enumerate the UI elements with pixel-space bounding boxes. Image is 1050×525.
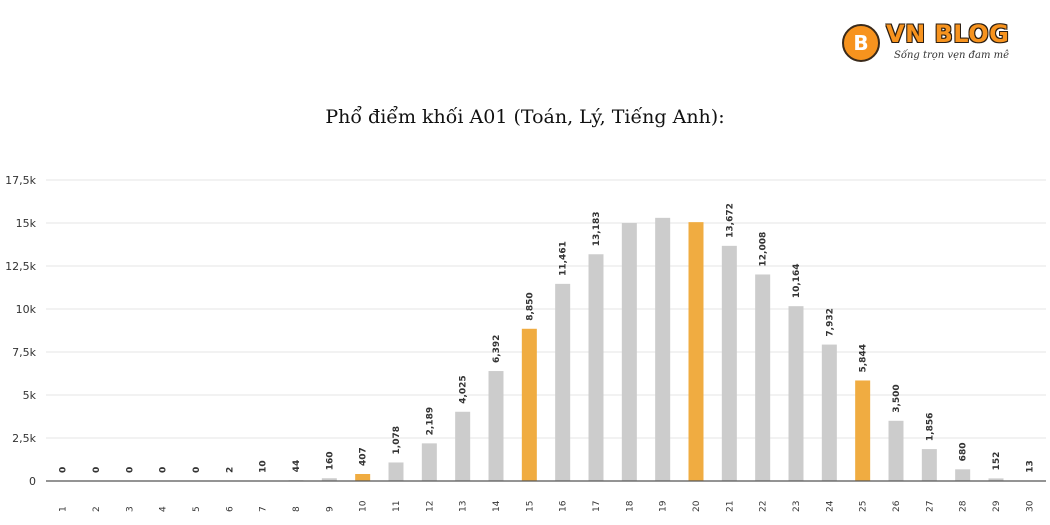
bar [421,443,437,481]
x-tick-label: 17 [592,501,602,512]
data-label: 7,932 [825,308,835,336]
chart-title: Phổ điểm khối A01 (Toán, Lý, Tiếng Anh): [325,106,725,128]
y-tick-label: 17,5k [5,174,36,187]
x-tick-label: 20 [692,500,702,512]
x-tick-label: 8 [292,506,302,512]
bar [888,420,904,481]
bar [955,469,971,481]
data-label: 1,078 [392,426,402,454]
x-tick-label: 22 [759,501,769,512]
y-tick-label: 12,5k [5,260,36,273]
data-label: 1,856 [925,413,935,441]
data-label: 10 [259,460,269,473]
x-tick-label: 10 [359,500,369,512]
x-tick-label: 15 [525,501,535,512]
x-tick-label: 26 [892,500,902,512]
x-tick-label: 24 [825,500,835,512]
x-tick-label: 14 [492,500,502,512]
data-label: 3,500 [892,384,902,412]
x-tick-label: 12 [425,501,435,512]
bar [688,222,704,481]
y-tick-label: 10k [16,303,37,316]
data-label: 11,461 [559,241,569,276]
data-label: 0 [59,467,69,473]
data-label: 8,850 [525,292,535,320]
bar [555,283,571,481]
bar [755,274,771,481]
bar [821,344,837,481]
bar [621,223,637,481]
bar [988,478,1004,481]
logo-wordmark: VN BLOG [886,20,1010,48]
data-label: 10,164 [792,263,802,298]
data-label: 0 [92,467,102,473]
bar [655,217,671,481]
x-tick-label: 5 [192,506,202,512]
x-tick-label: 4 [159,506,169,512]
bar [355,473,371,481]
data-label: 0 [125,467,135,473]
data-label: 160 [325,451,335,470]
x-tick-label: 18 [625,500,635,512]
logo-badge-letter: B [853,31,869,55]
bar [788,306,804,481]
x-tick-label: 28 [959,500,969,512]
y-tick-label: 0 [29,475,36,488]
bar [321,478,337,481]
y-tick-label: 5k [23,389,37,402]
x-tick-label: 27 [925,501,935,512]
bar [388,462,404,481]
x-tick-label: 7 [259,506,269,512]
x-tick-label: 9 [325,506,335,512]
bar [521,328,537,481]
x-tick-label: 30 [1025,500,1035,512]
data-label: 44 [292,460,302,473]
data-label: 6,392 [492,335,502,363]
data-label: 4,025 [459,375,469,403]
data-label: 5,844 [859,344,869,372]
bar [455,411,471,481]
vn-blog-logo: B VN BLOG Sống trọn vẹn đam mê [842,20,1032,66]
data-label: 13,183 [592,212,602,247]
y-tick-label: 7,5k [12,346,36,359]
blogger-badge-icon: B [842,24,880,62]
x-tick-label: 6 [225,506,235,512]
y-tick-label: 2,5k [12,432,36,445]
bar [488,371,504,481]
bar [855,380,871,481]
x-tick-label: 2 [92,506,102,512]
x-tick-label: 23 [792,501,802,512]
x-tick-label: 25 [859,501,869,512]
x-tick-label: 19 [659,500,669,512]
data-label: 2,189 [425,407,435,435]
data-label: 152 [992,452,1002,471]
x-tick-label: 3 [125,506,135,512]
data-label: 2 [225,467,235,473]
data-label: 13,672 [725,203,735,238]
data-label: 0 [192,467,202,473]
logo-tagline: Sống trọn vẹn đam mê [894,50,1010,61]
data-label: 680 [959,443,969,462]
data-label: 12,008 [759,232,769,267]
x-tick-label: 11 [392,501,402,512]
bar [921,449,937,481]
x-tick-label: 1 [59,506,69,512]
x-tick-label: 29 [992,500,1002,512]
data-label: 13 [1025,460,1035,473]
x-tick-label: 16 [559,500,569,512]
bar [588,254,604,481]
bar [721,245,737,481]
x-tick-label: 13 [459,501,469,512]
x-tick-label: 21 [725,501,735,512]
data-label: 0 [159,467,169,473]
y-tick-label: 15k [16,217,37,230]
data-label: 407 [359,447,369,466]
